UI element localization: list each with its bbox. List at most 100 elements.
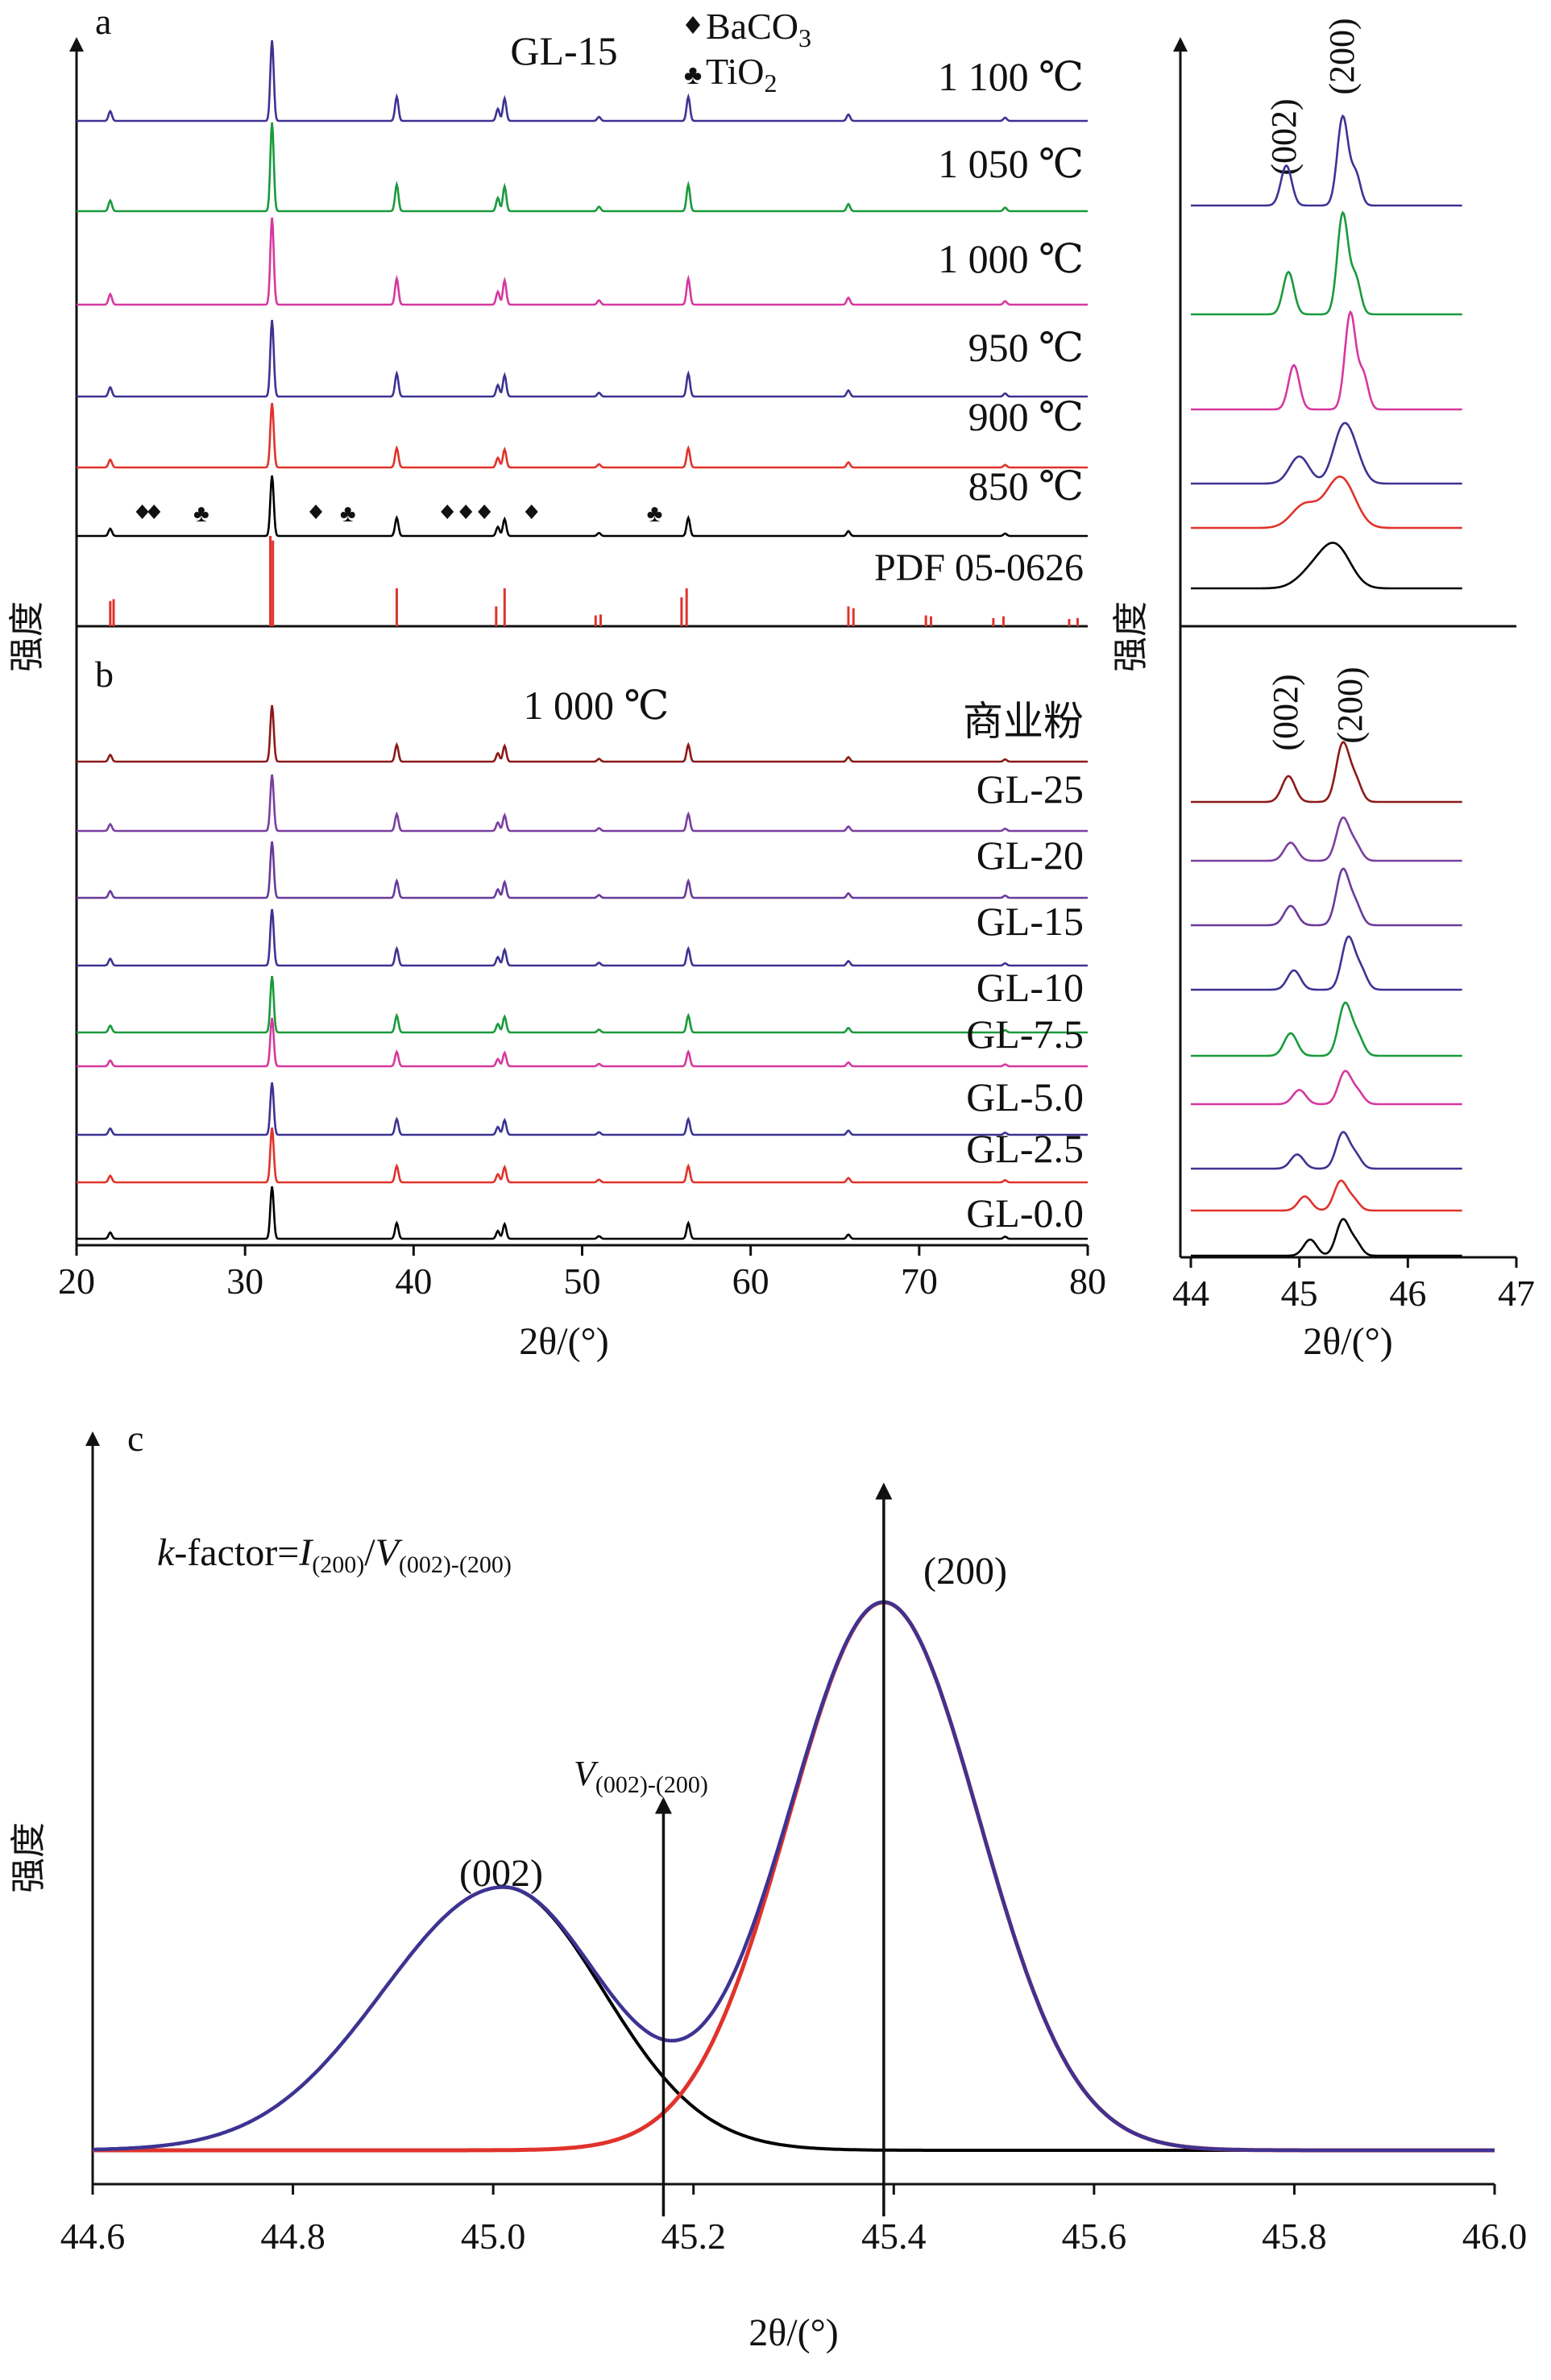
series-label-b-GL-25: GL-25: [977, 766, 1084, 812]
trace-b-GL-25: [77, 774, 1088, 833]
trace-b-GL-10: [77, 975, 1088, 1034]
trace-a-900: [77, 402, 1088, 469]
zoom-a-label-200: (200): [1322, 18, 1362, 94]
series-label-b-GL-5p0: GL-5.0: [966, 1074, 1084, 1119]
zoom-b-trace-GL-7p5: [1191, 1070, 1462, 1106]
zoom-x-ticks: 44 45 46 47: [1172, 1257, 1535, 1314]
panel-b-title: 1 000 ℃: [524, 683, 670, 728]
zoom-b-label-002: (002): [1266, 674, 1305, 750]
c-label-v: V(002)-(200): [574, 1754, 708, 1798]
x-tick-label-ab-50: 50: [564, 1261, 601, 1302]
series-label-a-1-100: 1 100 ℃: [938, 54, 1084, 99]
x-tick-label-zoom-45: 45: [1281, 1273, 1318, 1314]
pdf-label: PDF 05-0626: [874, 546, 1084, 589]
x-tick-label-c-45.4: 45.4: [861, 2216, 927, 2257]
y-axis-label-c: 强度: [8, 1822, 49, 1893]
trace-b-GL-15: [77, 908, 1088, 967]
tio2-marker-2: ♣: [647, 501, 663, 527]
x-tick-label-zoom-46: 46: [1389, 1273, 1426, 1314]
panel-a-series-labels: 1 100 ℃ 1 050 ℃ 1 000 ℃ 950 ℃ 900 ℃ 850 ℃: [938, 54, 1084, 509]
x-axis-label-c: 2θ/(°): [749, 2311, 839, 2354]
curve-002: [93, 1885, 1495, 2152]
impurity-markers: ♣ ♣ ♣: [135, 501, 663, 527]
legend-tio2: TiO2: [706, 51, 777, 98]
zoom-b-trace-GL-25: [1191, 816, 1462, 862]
legend-baco3: BaCO3: [706, 6, 811, 52]
y-axis-label-zoom: 强度: [1110, 601, 1151, 672]
y-axis-label-ab: 强度: [6, 601, 48, 672]
baco3-marker-5: [478, 505, 491, 519]
series-label-b-GL-20: GL-20: [977, 833, 1084, 878]
zoom-a-trace-1-100: [1191, 114, 1462, 207]
series-label-a-900: 900 ℃: [968, 394, 1084, 439]
baco3-marker-0: [135, 505, 149, 519]
series-label-b-GL-10: GL-10: [977, 965, 1084, 1010]
zoom-a-trace-900: [1191, 475, 1462, 530]
panel-c-curves: [93, 1600, 1495, 2153]
trace-a-850: [77, 475, 1088, 538]
panel-c-label: c: [127, 1418, 143, 1459]
panel-b-traces: [77, 704, 1088, 1240]
trace-b-: [77, 704, 1088, 763]
zoom-b-label-200: (200): [1330, 667, 1370, 743]
x-tick-label-c-45.2: 45.2: [661, 2216, 726, 2257]
zoom-b-trace-GL-0p0: [1191, 1218, 1462, 1257]
panel-a-label: a: [95, 1, 111, 42]
trace-a-1-000: [77, 217, 1088, 306]
x-tick-label-zoom-44: 44: [1172, 1273, 1209, 1314]
zoom-a-trace-1-050: [1191, 210, 1462, 316]
baco3-marker-1: [147, 505, 161, 519]
trace-b-GL-7p5: [77, 1017, 1088, 1068]
series-label-b-GL-7p5: GL-7.5: [966, 1011, 1084, 1057]
tio2-marker-0: ♣: [193, 501, 209, 527]
x-tick-label-zoom-47: 47: [1498, 1273, 1535, 1314]
zoom-b-trace-GL-5p0: [1191, 1131, 1462, 1170]
c-label-200: (200): [923, 1550, 1007, 1593]
panel-c-x-ticks: 44.6 44.8 45.0 45.2 45.4 45.6 45.8 46.0: [60, 2184, 1527, 2257]
trace-a-1-050: [77, 122, 1088, 213]
panel-ab: a b 强度 GL-15 1 000 ℃ BaCO3 ♣ TiO2 ♣ ♣ ♣ PD…: [6, 1, 1106, 1363]
zoom-a-label-002: (002): [1264, 98, 1304, 175]
panel-a-traces: [77, 39, 1088, 538]
curve-sum: [93, 1600, 1495, 2153]
baco3-marker-6: [525, 505, 538, 519]
x-axis-label-zoom: 2θ/(°): [1303, 1320, 1393, 1363]
series-label-a-1-000: 1 000 ℃: [938, 236, 1084, 281]
trace-b-GL-5p0: [77, 1082, 1088, 1136]
baco3-marker-4: [459, 505, 473, 519]
x-tick-label-c-45.8: 45.8: [1262, 2216, 1327, 2257]
panel-b-label: b: [95, 654, 114, 695]
zoom-b-trace-GL-15: [1191, 935, 1462, 991]
x-tick-label-ab-20: 20: [58, 1261, 95, 1302]
baco3-marker-3: [441, 505, 454, 519]
x-tick-label-ab-70: 70: [901, 1261, 938, 1302]
pdf-reference-sticks: [109, 536, 1079, 626]
x-tick-label-ab-80: 80: [1069, 1261, 1106, 1302]
x-axis-label-ab: 2θ/(°): [519, 1320, 609, 1363]
panel-c-arrows: [654, 1482, 893, 2216]
panel-c: c 强度 k-factor=I(200)/V(002)-(200) V(002)…: [8, 1418, 1527, 2354]
zoom-b-trace-GL-2p5: [1191, 1179, 1462, 1212]
zoom-b-traces: [1191, 741, 1462, 1257]
baco3-marker-2: [309, 505, 323, 519]
series-label-b-: 商业粉: [963, 699, 1084, 744]
baco3-legend-marker: [686, 16, 700, 34]
x-tick-label-c-45.6: 45.6: [1062, 2216, 1127, 2257]
tio2-legend-marker: ♣: [684, 60, 702, 90]
zoom-a-trace-850: [1191, 542, 1462, 590]
series-label-a-950: 950 ℃: [968, 325, 1084, 370]
trace-b-GL-0p0: [77, 1186, 1088, 1240]
zoom-b-trace-: [1191, 741, 1462, 804]
x-tick-label-ab-60: 60: [732, 1261, 769, 1302]
zoom-a-trace-1-000: [1191, 309, 1462, 411]
zoom-a-trace-950: [1191, 422, 1462, 485]
series-label-a-850: 850 ℃: [968, 463, 1084, 509]
x-tick-label-c-44.6: 44.6: [60, 2216, 126, 2257]
series-label-a-1-050: 1 050 ℃: [938, 141, 1084, 186]
trace-b-GL-20: [77, 841, 1088, 899]
x-tick-label-c-44.8: 44.8: [260, 2216, 326, 2257]
series-label-b-GL-0p0: GL-0.0: [966, 1190, 1084, 1236]
series-label-b-GL-15: GL-15: [977, 899, 1084, 944]
series-label-b-GL-2p5: GL-2.5: [966, 1126, 1084, 1171]
